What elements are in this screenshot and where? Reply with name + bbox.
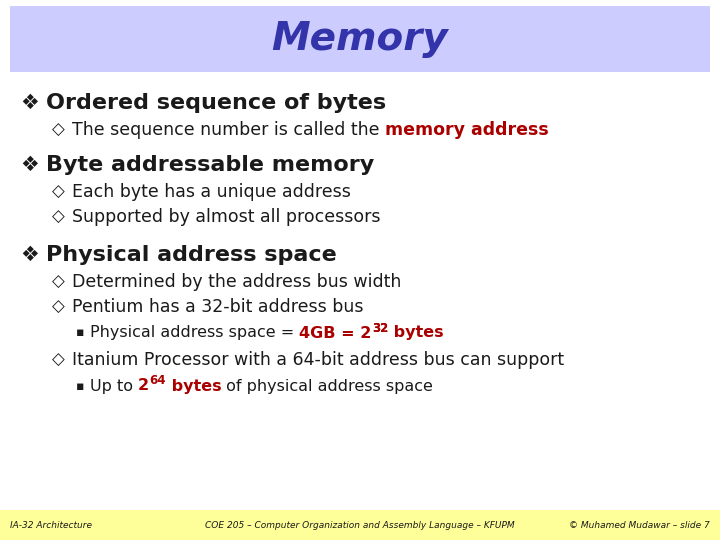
Text: Pentium has a 32-bit address bus: Pentium has a 32-bit address bus <box>72 298 364 316</box>
Text: of physical address space: of physical address space <box>221 379 433 394</box>
Text: Ordered sequence of bytes: Ordered sequence of bytes <box>46 93 386 113</box>
Text: ◇: ◇ <box>52 351 65 369</box>
Text: 32: 32 <box>372 321 388 334</box>
Text: COE 205 – Computer Organization and Assembly Language – KFUPM: COE 205 – Computer Organization and Asse… <box>205 521 515 530</box>
Text: ◇: ◇ <box>52 121 65 139</box>
Text: Supported by almost all processors: Supported by almost all processors <box>72 208 380 226</box>
Text: ◇: ◇ <box>52 183 65 201</box>
Text: ❖: ❖ <box>20 155 39 175</box>
Text: Itanium Processor with a 64-bit address bus can support: Itanium Processor with a 64-bit address … <box>72 351 564 369</box>
Text: Byte addressable memory: Byte addressable memory <box>46 155 374 175</box>
Bar <box>0 510 720 540</box>
Text: Up to: Up to <box>90 379 138 394</box>
Text: Physical address space: Physical address space <box>46 245 337 265</box>
Text: ◇: ◇ <box>52 298 65 316</box>
Text: Each byte has a unique address: Each byte has a unique address <box>72 183 351 201</box>
Text: ❖: ❖ <box>20 245 39 265</box>
Text: ▪: ▪ <box>76 380 84 393</box>
Text: ▪: ▪ <box>76 327 84 340</box>
Text: 2: 2 <box>138 379 149 394</box>
Text: The sequence number is called the: The sequence number is called the <box>72 121 385 139</box>
Text: Physical address space =: Physical address space = <box>90 326 300 341</box>
Text: ❖: ❖ <box>20 93 39 113</box>
Text: © Muhamed Mudawar – slide 7: © Muhamed Mudawar – slide 7 <box>570 521 710 530</box>
Text: bytes: bytes <box>388 326 444 341</box>
Text: Determined by the address bus width: Determined by the address bus width <box>72 273 401 291</box>
Text: 64: 64 <box>149 375 166 388</box>
Text: bytes: bytes <box>166 379 221 394</box>
Text: ◇: ◇ <box>52 273 65 291</box>
Text: 4GB = 2: 4GB = 2 <box>300 326 372 341</box>
Bar <box>10 6 710 72</box>
Text: ◇: ◇ <box>52 208 65 226</box>
Text: 32: 32 <box>372 321 388 334</box>
Text: memory address: memory address <box>385 121 549 139</box>
Text: Memory: Memory <box>271 20 449 58</box>
Text: IA-32 Architecture: IA-32 Architecture <box>10 521 92 530</box>
